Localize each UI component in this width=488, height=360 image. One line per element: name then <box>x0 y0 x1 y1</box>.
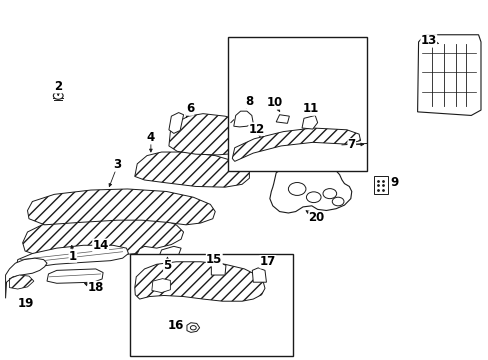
Text: 15: 15 <box>205 253 222 266</box>
Text: 2: 2 <box>54 80 62 93</box>
Polygon shape <box>276 115 289 123</box>
Text: 1: 1 <box>69 249 77 262</box>
Circle shape <box>53 92 63 99</box>
Circle shape <box>288 183 305 195</box>
Polygon shape <box>27 189 215 225</box>
Polygon shape <box>373 176 387 194</box>
Text: 19: 19 <box>18 297 34 310</box>
Text: 9: 9 <box>390 176 398 189</box>
Polygon shape <box>302 116 317 129</box>
Polygon shape <box>159 246 181 258</box>
Polygon shape <box>16 245 128 270</box>
Polygon shape <box>22 217 183 257</box>
Text: 17: 17 <box>259 255 275 268</box>
Text: 11: 11 <box>302 103 318 116</box>
Polygon shape <box>288 163 312 169</box>
Circle shape <box>323 189 336 199</box>
Text: 5: 5 <box>163 259 171 272</box>
Bar <box>227 37 366 171</box>
Text: 13: 13 <box>420 34 436 48</box>
Polygon shape <box>5 258 47 298</box>
Text: 8: 8 <box>245 95 253 108</box>
Text: 10: 10 <box>266 96 282 109</box>
Circle shape <box>331 197 343 206</box>
Polygon shape <box>233 111 253 127</box>
Polygon shape <box>232 128 360 161</box>
Text: 6: 6 <box>185 103 194 116</box>
Polygon shape <box>168 114 264 155</box>
Polygon shape <box>135 262 264 301</box>
Circle shape <box>190 325 196 330</box>
Polygon shape <box>168 113 183 134</box>
Circle shape <box>306 192 321 203</box>
Polygon shape <box>9 275 34 289</box>
Polygon shape <box>252 268 266 282</box>
Text: 20: 20 <box>308 211 324 224</box>
Text: 16: 16 <box>168 319 184 332</box>
Text: 12: 12 <box>248 122 264 136</box>
Polygon shape <box>47 269 103 283</box>
Text: 3: 3 <box>113 158 122 171</box>
Polygon shape <box>417 35 480 116</box>
Polygon shape <box>211 263 225 275</box>
Text: 14: 14 <box>92 239 109 252</box>
Text: 4: 4 <box>146 131 155 144</box>
Text: 18: 18 <box>87 281 104 294</box>
Text: 7: 7 <box>347 138 355 151</box>
Polygon shape <box>135 152 249 187</box>
Polygon shape <box>152 279 170 293</box>
Polygon shape <box>269 165 351 213</box>
Bar <box>130 253 293 356</box>
Polygon shape <box>186 323 199 332</box>
